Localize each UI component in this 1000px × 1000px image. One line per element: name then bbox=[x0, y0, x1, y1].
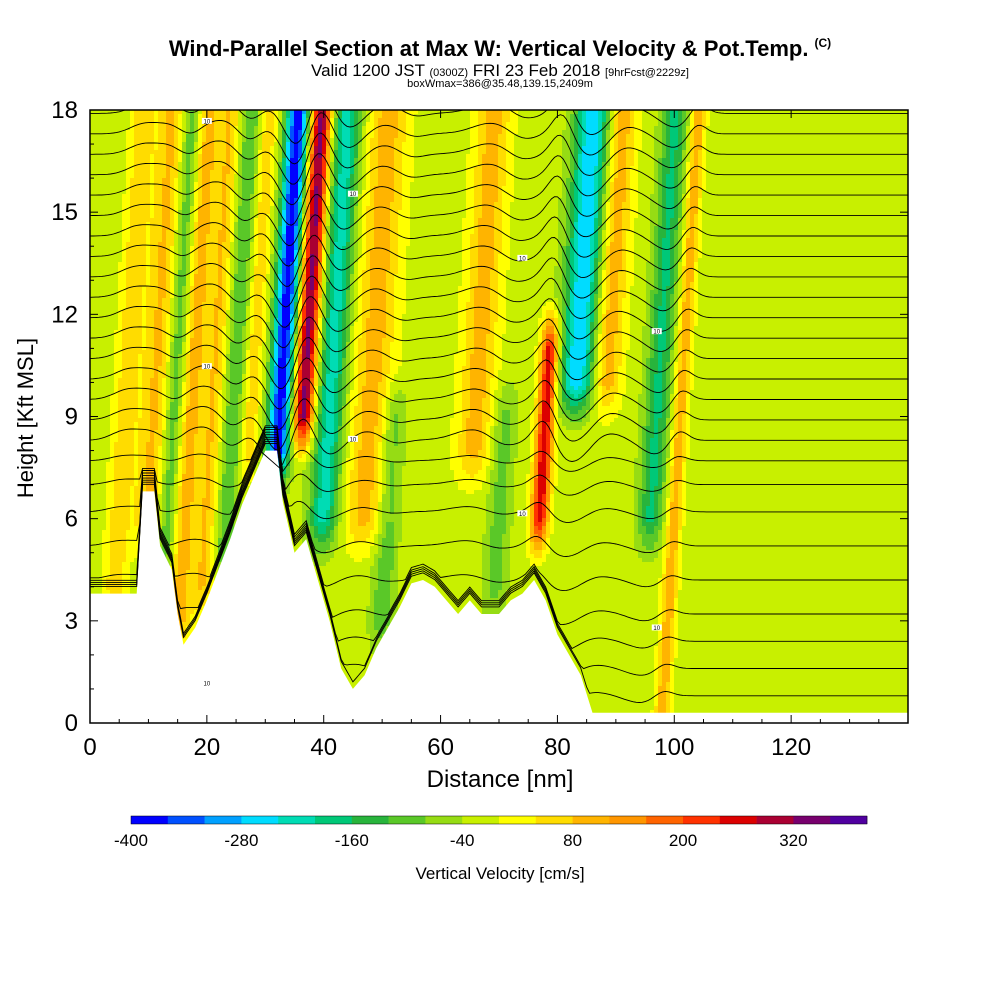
colorbar-swatch bbox=[720, 816, 757, 824]
colorbar-swatch bbox=[315, 816, 352, 824]
y-tick-label: 0 bbox=[65, 710, 78, 737]
y-tick-label: 12 bbox=[51, 301, 78, 328]
y-tick-label: 15 bbox=[51, 199, 78, 226]
colorbar-swatch bbox=[793, 816, 830, 824]
colorbar-tick-label: -280 bbox=[224, 831, 258, 850]
y-axis-label: Height [Kft MSL] bbox=[13, 338, 39, 498]
colorbar-swatch bbox=[830, 816, 867, 824]
colorbar-tick-label: 200 bbox=[669, 831, 697, 850]
colorbar-tick-label: 80 bbox=[563, 831, 582, 850]
colorbar-swatch bbox=[573, 816, 610, 824]
colorbar-swatch bbox=[499, 816, 536, 824]
colorbar: -400 -280 -160 -40 80 200 320 bbox=[114, 816, 867, 850]
colorbar-swatch bbox=[536, 816, 573, 824]
colorbar-swatch bbox=[425, 816, 462, 824]
x-tick-label: 120 bbox=[771, 734, 811, 761]
y-tick-label: 3 bbox=[65, 608, 78, 635]
colorbar-tick-label: -400 bbox=[114, 831, 148, 850]
colorbar-tick-label: -40 bbox=[450, 831, 475, 850]
colorbar-swatch bbox=[609, 816, 646, 824]
colorbar-swatch bbox=[278, 816, 315, 824]
y-tick-label: 6 bbox=[65, 506, 78, 533]
x-tick-label: 100 bbox=[654, 734, 694, 761]
x-axis-label: Distance [nm] bbox=[0, 766, 1000, 794]
colorbar-swatch bbox=[757, 816, 794, 824]
colorbar-swatch bbox=[683, 816, 720, 824]
colorbar-swatch bbox=[241, 816, 278, 824]
x-tick-label: 80 bbox=[544, 734, 571, 761]
x-tick-label: 40 bbox=[310, 734, 337, 761]
colorbar-swatch bbox=[646, 816, 683, 824]
y-tick-label: 18 bbox=[51, 97, 78, 124]
colorbar-swatch bbox=[131, 816, 168, 824]
colorbar-title: Vertical Velocity [cm/s] bbox=[0, 864, 1000, 884]
x-tick-label: 20 bbox=[194, 734, 221, 761]
colorbar-swatch bbox=[462, 816, 499, 824]
colorbar-swatch bbox=[205, 816, 242, 824]
colorbar-swatch bbox=[352, 816, 389, 824]
y-tick-label: 9 bbox=[65, 404, 78, 431]
x-tick-label: 0 bbox=[83, 734, 96, 761]
x-tick-label: 60 bbox=[427, 734, 454, 761]
chart-svg: 101010101010101010 0 20 40 60 80 100 120036912… bbox=[0, 0, 1000, 1000]
colorbar-tick-label: 320 bbox=[779, 831, 807, 850]
colorbar-swatch bbox=[389, 816, 426, 824]
colorbar-tick-label: -160 bbox=[335, 831, 369, 850]
colorbar-swatch bbox=[168, 816, 205, 824]
